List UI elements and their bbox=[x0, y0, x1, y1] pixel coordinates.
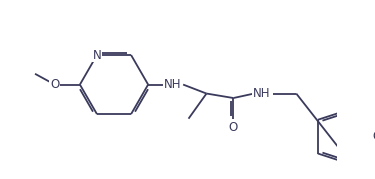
Text: N: N bbox=[93, 49, 101, 62]
Text: NH: NH bbox=[164, 78, 181, 91]
Text: NH: NH bbox=[252, 87, 270, 100]
Text: O: O bbox=[372, 130, 375, 143]
Text: O: O bbox=[229, 121, 238, 134]
Text: O: O bbox=[50, 78, 59, 91]
